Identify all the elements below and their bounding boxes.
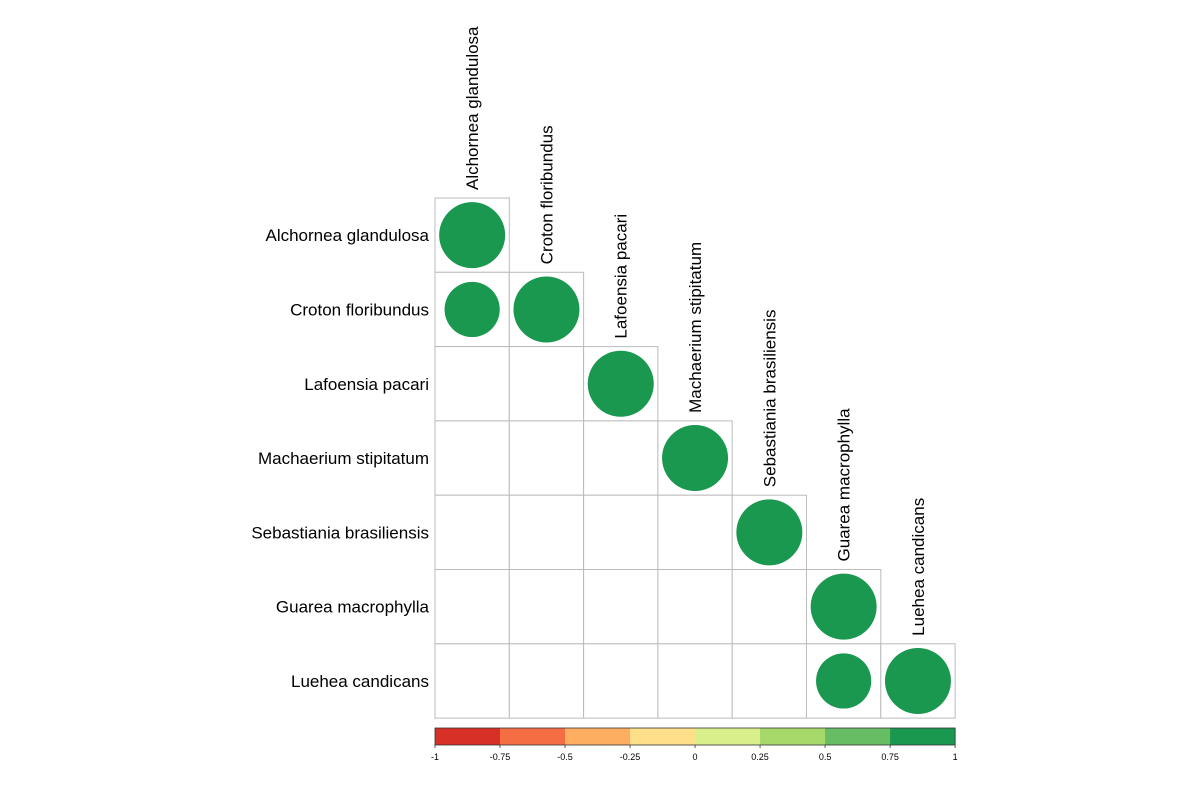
cell-4-3 — [657, 494, 733, 571]
cell-2-1 — [508, 346, 585, 422]
corr-circle-6-5 — [816, 653, 872, 709]
colorbar-tick-label: -0.75 — [490, 752, 511, 762]
colorbar-segment — [630, 728, 696, 745]
corr-circle-1-0 — [444, 281, 500, 338]
corr-circle-2-2 — [587, 350, 654, 417]
colorbar-segment — [760, 728, 826, 745]
colorbar-tick-label: -1 — [431, 752, 439, 762]
cell-3-1 — [508, 420, 585, 496]
cell-5-4 — [731, 569, 808, 645]
cell-2-0 — [434, 346, 510, 422]
col-label-machaerium-stipitatum: Machaerium stipitatum — [686, 242, 705, 413]
colorbar-tick-label: -0.5 — [557, 752, 573, 762]
row-label-luehea-candicans: Luehea candicans — [291, 672, 429, 691]
col-label-guarea-macrophylla: Guarea macrophylla — [835, 408, 854, 562]
row-label-machaerium-stipitatum: Machaerium stipitatum — [258, 449, 429, 468]
colorbar-segment — [825, 728, 891, 745]
cell-3-2 — [583, 420, 659, 496]
corr-circle-3-3 — [662, 425, 729, 492]
colorbar-tick-label: 1 — [953, 752, 958, 762]
colorbar-tick-label: 0.75 — [881, 752, 899, 762]
colorbar-tick-label: 0.5 — [819, 752, 832, 762]
corr-circle-0-0 — [439, 202, 506, 269]
row-labels: Alchornea glandulosa Croton floribundus La… — [251, 226, 429, 691]
column-labels: Alchornea glandulosa Croton floribundus La… — [463, 26, 928, 636]
cell-6-1 — [508, 643, 585, 719]
cell-5-3 — [657, 569, 733, 645]
col-label-alchornea-glandulosa: Alchornea glandulosa — [463, 26, 482, 190]
row-label-sebastiania-brasiliensis: Sebastiania brasiliensis — [251, 523, 429, 542]
row-label-guarea-macrophylla: Guarea macrophylla — [276, 598, 430, 617]
cell-5-0 — [434, 569, 510, 645]
cell-6-0 — [434, 643, 510, 719]
colorbar-segment — [890, 728, 956, 745]
row-label-croton-floribundus: Croton floribundus — [290, 300, 429, 319]
colorbar-segment — [435, 728, 501, 745]
corr-circle-5-5 — [810, 573, 877, 640]
cell-4-2 — [583, 494, 659, 571]
colorbar-tick-label: 0 — [693, 752, 698, 762]
colorbar-tick-label: 0.25 — [751, 752, 769, 762]
cell-4-0 — [434, 494, 510, 571]
colorbar-tick-label: -0.25 — [620, 752, 641, 762]
cell-6-3 — [657, 643, 733, 719]
cell-6-2 — [583, 643, 659, 719]
col-label-lafoensia-pacari: Lafoensia pacari — [612, 214, 631, 339]
colorbar-segment — [695, 728, 761, 745]
corr-circle-6-6 — [884, 647, 951, 714]
col-label-croton-floribundus: Croton floribundus — [537, 125, 556, 264]
circle-layer — [439, 202, 951, 714]
colorbar-segment — [565, 728, 631, 745]
cell-5-2 — [583, 569, 659, 645]
corr-circle-4-4 — [736, 499, 803, 566]
cell-5-1 — [508, 569, 585, 645]
cell-4-1 — [508, 494, 585, 571]
row-label-lafoensia-pacari: Lafoensia pacari — [304, 375, 429, 394]
colorbar: -1 -0.75 -0.5 -0.25 0 0.25 0.5 0.75 1 — [431, 727, 958, 762]
col-label-luehea-candicans: Luehea candicans — [909, 498, 928, 636]
cell-3-0 — [434, 420, 510, 496]
colorbar-segment — [500, 728, 566, 745]
cell-6-4 — [731, 643, 808, 719]
corr-circle-1-1 — [513, 276, 580, 343]
col-label-sebastiania-brasiliensis: Sebastiania brasiliensis — [760, 310, 779, 488]
row-label-alchornea-glandulosa: Alchornea glandulosa — [265, 226, 429, 245]
